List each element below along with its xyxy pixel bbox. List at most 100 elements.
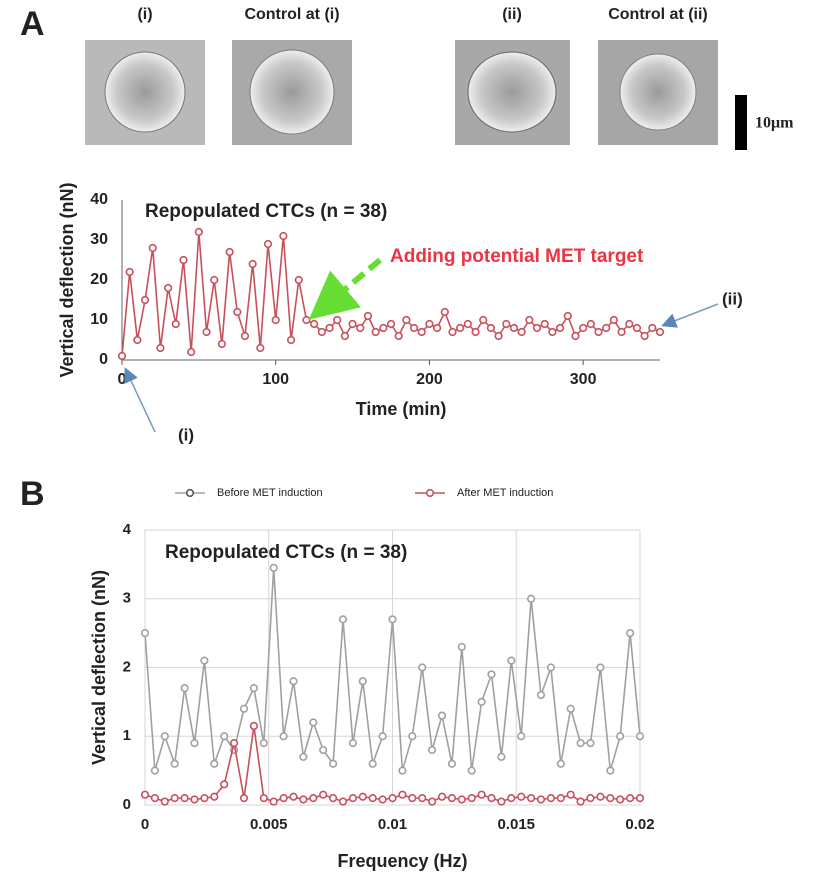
data-point	[402, 315, 411, 325]
data-point	[394, 331, 403, 341]
data-point	[200, 794, 209, 803]
plot-frame	[144, 529, 641, 806]
data-point	[609, 315, 618, 325]
data-point	[487, 794, 496, 803]
data-point	[210, 792, 219, 801]
data-point	[160, 797, 169, 806]
legend-marker	[425, 488, 435, 498]
data-point	[497, 752, 506, 761]
x-axis-label: Time (min)	[356, 399, 447, 419]
data-point	[536, 795, 546, 804]
data-point	[249, 721, 258, 731]
data-point	[398, 790, 407, 799]
data-point	[140, 295, 150, 305]
data-point	[571, 331, 580, 341]
data-point	[233, 307, 242, 317]
data-point	[616, 732, 625, 741]
y-axis-label: Vertical deflection (nN)	[57, 182, 77, 377]
data-point	[586, 739, 595, 748]
data-point	[317, 327, 326, 337]
x-tick-label: 300	[570, 371, 597, 388]
data-point	[517, 732, 526, 741]
data-point	[150, 794, 159, 803]
data-point	[356, 323, 365, 333]
data-point	[263, 239, 273, 249]
data-point	[210, 275, 219, 285]
data-point	[586, 794, 595, 803]
data-point	[309, 794, 318, 803]
data-point	[125, 267, 134, 277]
data-point	[486, 323, 496, 333]
panel-label: A	[20, 5, 45, 43]
data-point	[448, 327, 457, 337]
data-point	[632, 323, 642, 333]
data-point	[477, 790, 486, 799]
data-point	[329, 759, 338, 768]
data-point	[546, 663, 556, 672]
data-point	[563, 311, 572, 321]
data-point	[408, 794, 417, 803]
data-point	[616, 795, 625, 804]
data-point	[363, 311, 373, 321]
panel-label: B	[20, 475, 45, 513]
data-point	[171, 319, 180, 329]
data-point	[398, 766, 407, 775]
data-point	[239, 794, 249, 803]
data-point	[225, 247, 234, 257]
data-point	[271, 315, 280, 325]
data-point	[187, 347, 196, 357]
y-tick-label: 1	[123, 727, 131, 744]
x-axis-label: Frequency (Hz)	[337, 851, 467, 871]
data-point	[194, 227, 203, 237]
data-point	[467, 766, 476, 775]
annotation-arrow	[124, 367, 156, 433]
x-tick-label: 0.005	[250, 816, 288, 833]
data-point	[507, 656, 516, 665]
data-point	[133, 335, 142, 345]
data-point	[348, 739, 358, 748]
data-point	[190, 739, 199, 748]
data-point	[440, 307, 449, 317]
data-point	[170, 759, 179, 768]
data-point	[210, 759, 219, 768]
data-point	[249, 684, 258, 693]
data-point	[379, 323, 388, 333]
data-point	[319, 790, 328, 799]
data-point	[388, 615, 397, 624]
x-tick-label: 0	[118, 371, 127, 388]
data-point	[596, 663, 605, 672]
data-point	[170, 794, 179, 803]
image-label: Control at (ii)	[608, 6, 708, 23]
data-point	[556, 759, 565, 768]
data-point	[368, 794, 377, 803]
data-point	[279, 794, 288, 803]
data-point	[517, 327, 526, 337]
data-point	[248, 259, 257, 269]
data-point	[494, 331, 503, 341]
data-point	[596, 792, 605, 801]
data-point	[447, 794, 457, 803]
data-point	[319, 745, 328, 755]
data-point	[279, 231, 288, 241]
data-point	[655, 327, 665, 337]
y-tick-label: 30	[90, 231, 108, 248]
chart-title: Repopulated CTCs (n = 38)	[145, 201, 387, 222]
data-point	[279, 732, 288, 741]
data-point	[556, 794, 565, 803]
data-point	[566, 790, 575, 799]
data-point	[259, 794, 268, 803]
data-point	[479, 315, 488, 325]
data-point	[606, 766, 615, 775]
data-point	[148, 243, 157, 253]
data-point	[340, 331, 349, 341]
data-point	[240, 331, 250, 341]
data-point	[256, 343, 265, 353]
micrographs	[85, 40, 747, 150]
data-point	[526, 594, 536, 603]
annotation: Adding potential MET target	[390, 246, 644, 267]
data-point	[217, 339, 227, 349]
data-point	[309, 718, 318, 727]
y-tick-label: 20	[90, 271, 108, 288]
data-point	[286, 335, 296, 345]
image-label: Control at (i)	[244, 6, 339, 23]
